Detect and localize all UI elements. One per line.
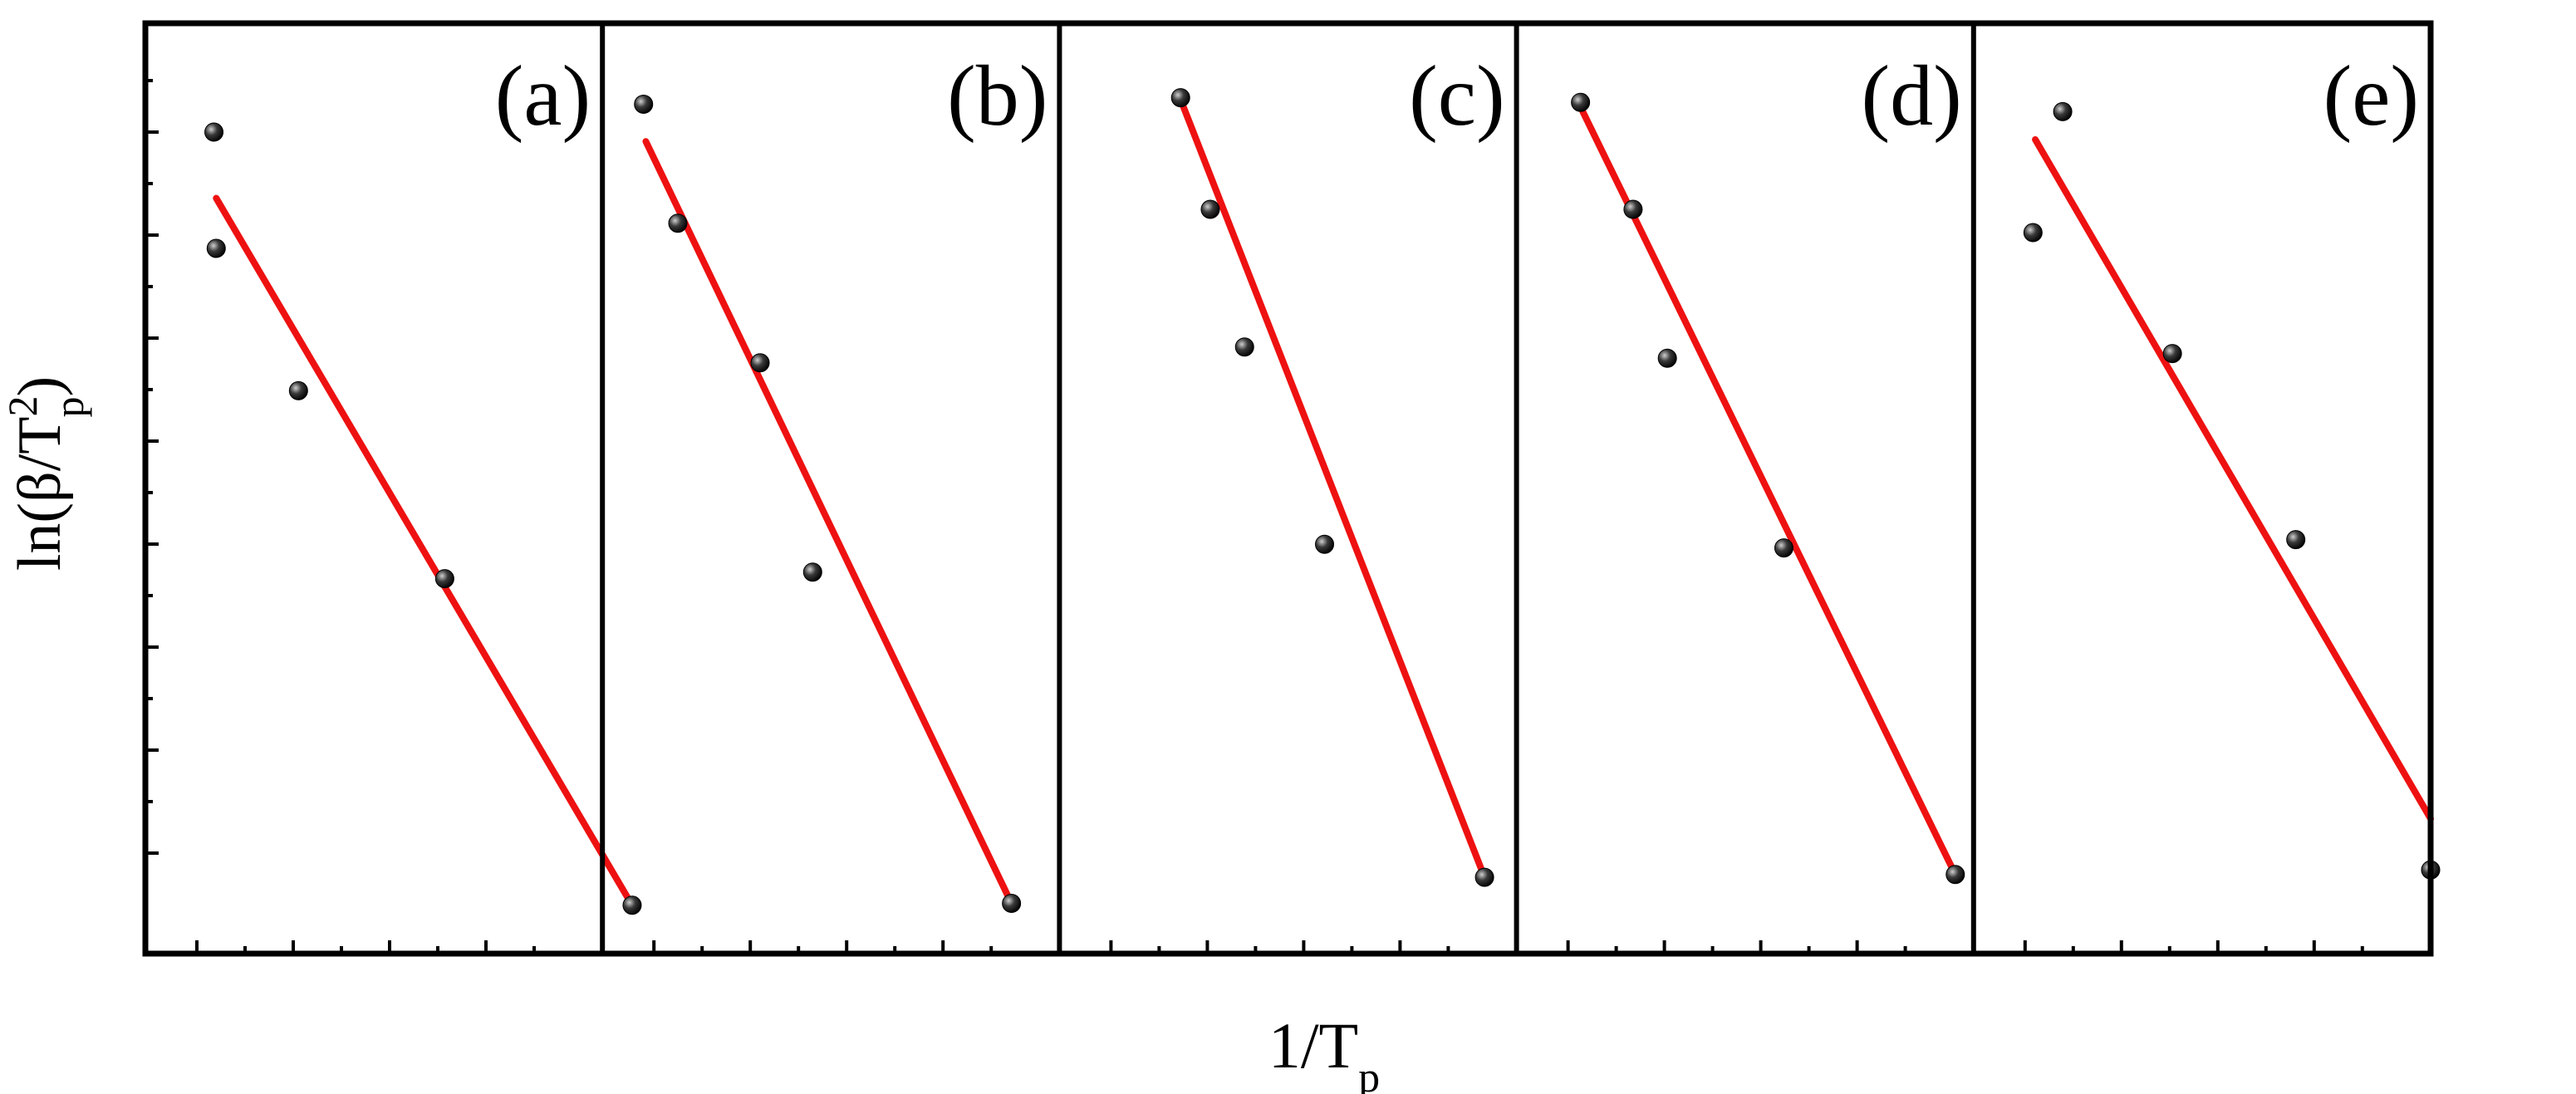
data-point [434, 569, 454, 589]
fit-line [642, 138, 1015, 907]
panel-c: (c) [1109, 48, 1505, 954]
panel-e: (e) [2023, 48, 2441, 954]
data-point [1571, 92, 1591, 112]
panel-d: (d) [1566, 48, 1965, 954]
y-axis-label: ln(β/T2p) [0, 376, 92, 571]
data-point [288, 380, 308, 400]
fit-line [1177, 96, 1489, 881]
data-point [1474, 867, 1494, 887]
data-point [634, 94, 654, 114]
data-point [1170, 88, 1190, 108]
data-point [2053, 101, 2073, 121]
data-point [622, 895, 642, 915]
data-point [1623, 199, 1643, 219]
data-point [204, 122, 224, 142]
data-point [1002, 894, 1022, 914]
data-point [750, 353, 770, 373]
data-point [1774, 538, 1793, 558]
panel-label: (e) [2323, 48, 2419, 144]
data-point [668, 213, 688, 233]
panel-label: (b) [947, 48, 1048, 144]
data-point [1200, 199, 1220, 219]
panel-label: (c) [1409, 48, 1504, 144]
data-point [2023, 223, 2043, 243]
data-point [2286, 530, 2306, 550]
fit-line [213, 194, 635, 909]
fit-line [1579, 108, 1959, 878]
data-point [2162, 344, 2182, 364]
panel-label: (a) [495, 48, 591, 144]
data-point [1945, 865, 1965, 885]
plot-frame [142, 20, 2434, 957]
fit-line [2032, 136, 2434, 822]
panel-b: (b) [634, 48, 1048, 954]
panel-label: (d) [1862, 48, 1962, 144]
x-axis-label: 1/Tp [1268, 1009, 1380, 1094]
data-point [1657, 348, 1677, 368]
data-point [1234, 337, 1254, 357]
data-point [206, 238, 226, 258]
data-point [1315, 534, 1335, 554]
panel-a: (a) [195, 48, 642, 954]
panels: (a) (b) (c) (d) (e) [142, 20, 2441, 957]
data-point [802, 562, 822, 582]
